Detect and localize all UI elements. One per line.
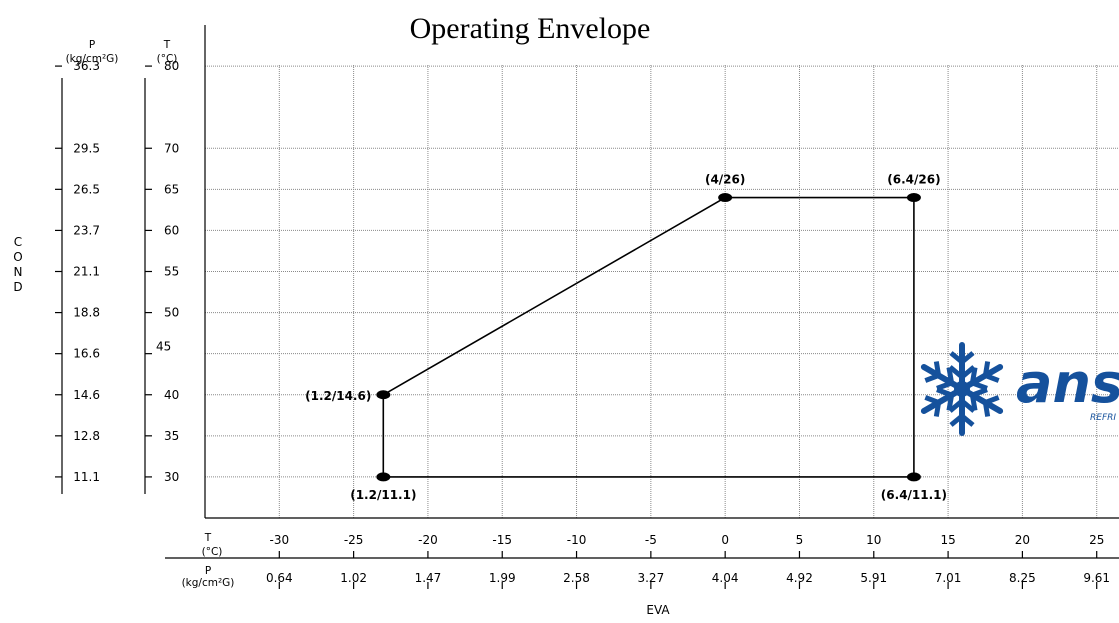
x-t-tick-label: -10 <box>567 533 587 547</box>
y-p-tick-label: 12.8 <box>73 429 100 443</box>
chart-title: Operating Envelope <box>410 12 651 45</box>
y-p-tick-label: 21.1 <box>73 265 100 279</box>
grid <box>205 65 1119 518</box>
y-p-tick-label: 18.8 <box>73 306 100 320</box>
plot-area: (1.2/11.1) (1.2/14.6) (4/26) (6.4/26) (6.4/1… <box>305 173 947 502</box>
x-t-header-bottom: (°C) <box>202 546 223 558</box>
y-p-tick-label: 23.7 <box>73 223 100 237</box>
x-p-tick-label: 3.27 <box>637 571 664 585</box>
x-p-tick-label: 9.61 <box>1083 571 1110 585</box>
envelope-point <box>906 472 921 482</box>
y-t-tick-label: 65 <box>164 182 179 196</box>
y-p-tick-label: 26.5 <box>73 182 100 196</box>
y-p-tick-label: 16.6 <box>73 347 100 361</box>
y-t-tick-label: 80 <box>164 59 179 73</box>
y-axis-label-letter: D <box>13 280 22 294</box>
x-t-tick-label: 20 <box>1015 533 1030 547</box>
ans-logo: ans REFRI <box>920 342 1119 436</box>
x-t-tick-label: 25 <box>1089 533 1104 547</box>
x-axis-scales: T (°C) P (kg/cm²G) EVA -30 0.64 -25 1.02 -20… <box>165 532 1119 617</box>
x-p-header-top: P <box>205 565 211 577</box>
x-p-tick-label: 1.47 <box>415 571 442 585</box>
envelope-line <box>382 196 915 478</box>
x-p-header-bottom: (kg/cm²G) <box>182 577 235 589</box>
y-p-tick-label: 29.5 <box>73 141 100 155</box>
x-t-tick-label: -30 <box>270 533 290 547</box>
y-t-tick-label: 60 <box>164 223 179 237</box>
point-label: (6.4/11.1) <box>881 488 947 502</box>
point-label: (1.2/11.1) <box>350 488 416 502</box>
y-p-header-bottom: (kg/cm²G) <box>66 53 119 65</box>
y-axis-scales: P (kg/cm²G) T (°C) 36.3 80 29.5 70 26.5 65 23.… <box>55 39 179 494</box>
point-label: (4/26) <box>705 173 745 187</box>
envelope-point <box>718 193 733 203</box>
y-p-tick-label: 14.6 <box>73 388 100 402</box>
y-t-tick-label: 35 <box>164 429 179 443</box>
x-t-header-top: T <box>204 532 212 544</box>
snowflake-icon <box>920 342 1004 436</box>
envelope-point <box>376 390 391 400</box>
envelope-point <box>906 193 921 203</box>
x-p-tick-label: 1.02 <box>340 571 367 585</box>
x-p-tick-label: 4.04 <box>712 571 739 585</box>
x-t-tick-label: -5 <box>645 533 657 547</box>
y-axis-label-letter: O <box>13 250 22 264</box>
y-p-tick-label: 11.1 <box>73 470 100 484</box>
point-label: (1.2/14.6) <box>305 389 371 403</box>
y-axis-label-letter: C <box>14 235 22 249</box>
y-t-tick-label: 40 <box>164 388 179 402</box>
x-t-tick-label: 15 <box>940 533 955 547</box>
y-t-tick-label: 50 <box>164 306 179 320</box>
y-t-tick-label: 45 <box>156 340 171 354</box>
y-t-tick-label: 70 <box>164 141 179 155</box>
x-p-tick-label: 8.25 <box>1009 571 1036 585</box>
y-t-tick-label: 55 <box>164 265 179 279</box>
x-t-tick-label: -15 <box>492 533 512 547</box>
x-p-tick-label: 1.99 <box>489 571 516 585</box>
y-p-tick-label: 36.3 <box>73 59 100 73</box>
x-t-tick-label: 0 <box>721 533 729 547</box>
envelope-point <box>376 472 391 482</box>
logo-text: ans <box>1016 352 1119 415</box>
y-t-header-bottom: (°C) <box>157 53 178 65</box>
x-t-tick-label: 10 <box>866 533 881 547</box>
y-axis-label-letter: N <box>14 265 23 279</box>
point-label: (6.4/26) <box>887 173 940 187</box>
y-p-header-top: P <box>89 39 95 51</box>
y-t-header-top: T <box>163 39 171 51</box>
y-t-tick-label: 30 <box>164 470 179 484</box>
logo-subtext: REFRI <box>1090 413 1116 423</box>
x-p-tick-label: 0.64 <box>266 571 293 585</box>
x-p-tick-label: 5.91 <box>860 571 887 585</box>
x-t-tick-label: -25 <box>344 533 364 547</box>
x-p-tick-label: 4.92 <box>786 571 813 585</box>
x-t-tick-label: 5 <box>796 533 804 547</box>
x-t-tick-label: -20 <box>418 533 438 547</box>
x-p-tick-label: 7.01 <box>935 571 962 585</box>
x-axis-label: EVA <box>646 603 670 617</box>
x-p-tick-label: 2.58 <box>563 571 590 585</box>
